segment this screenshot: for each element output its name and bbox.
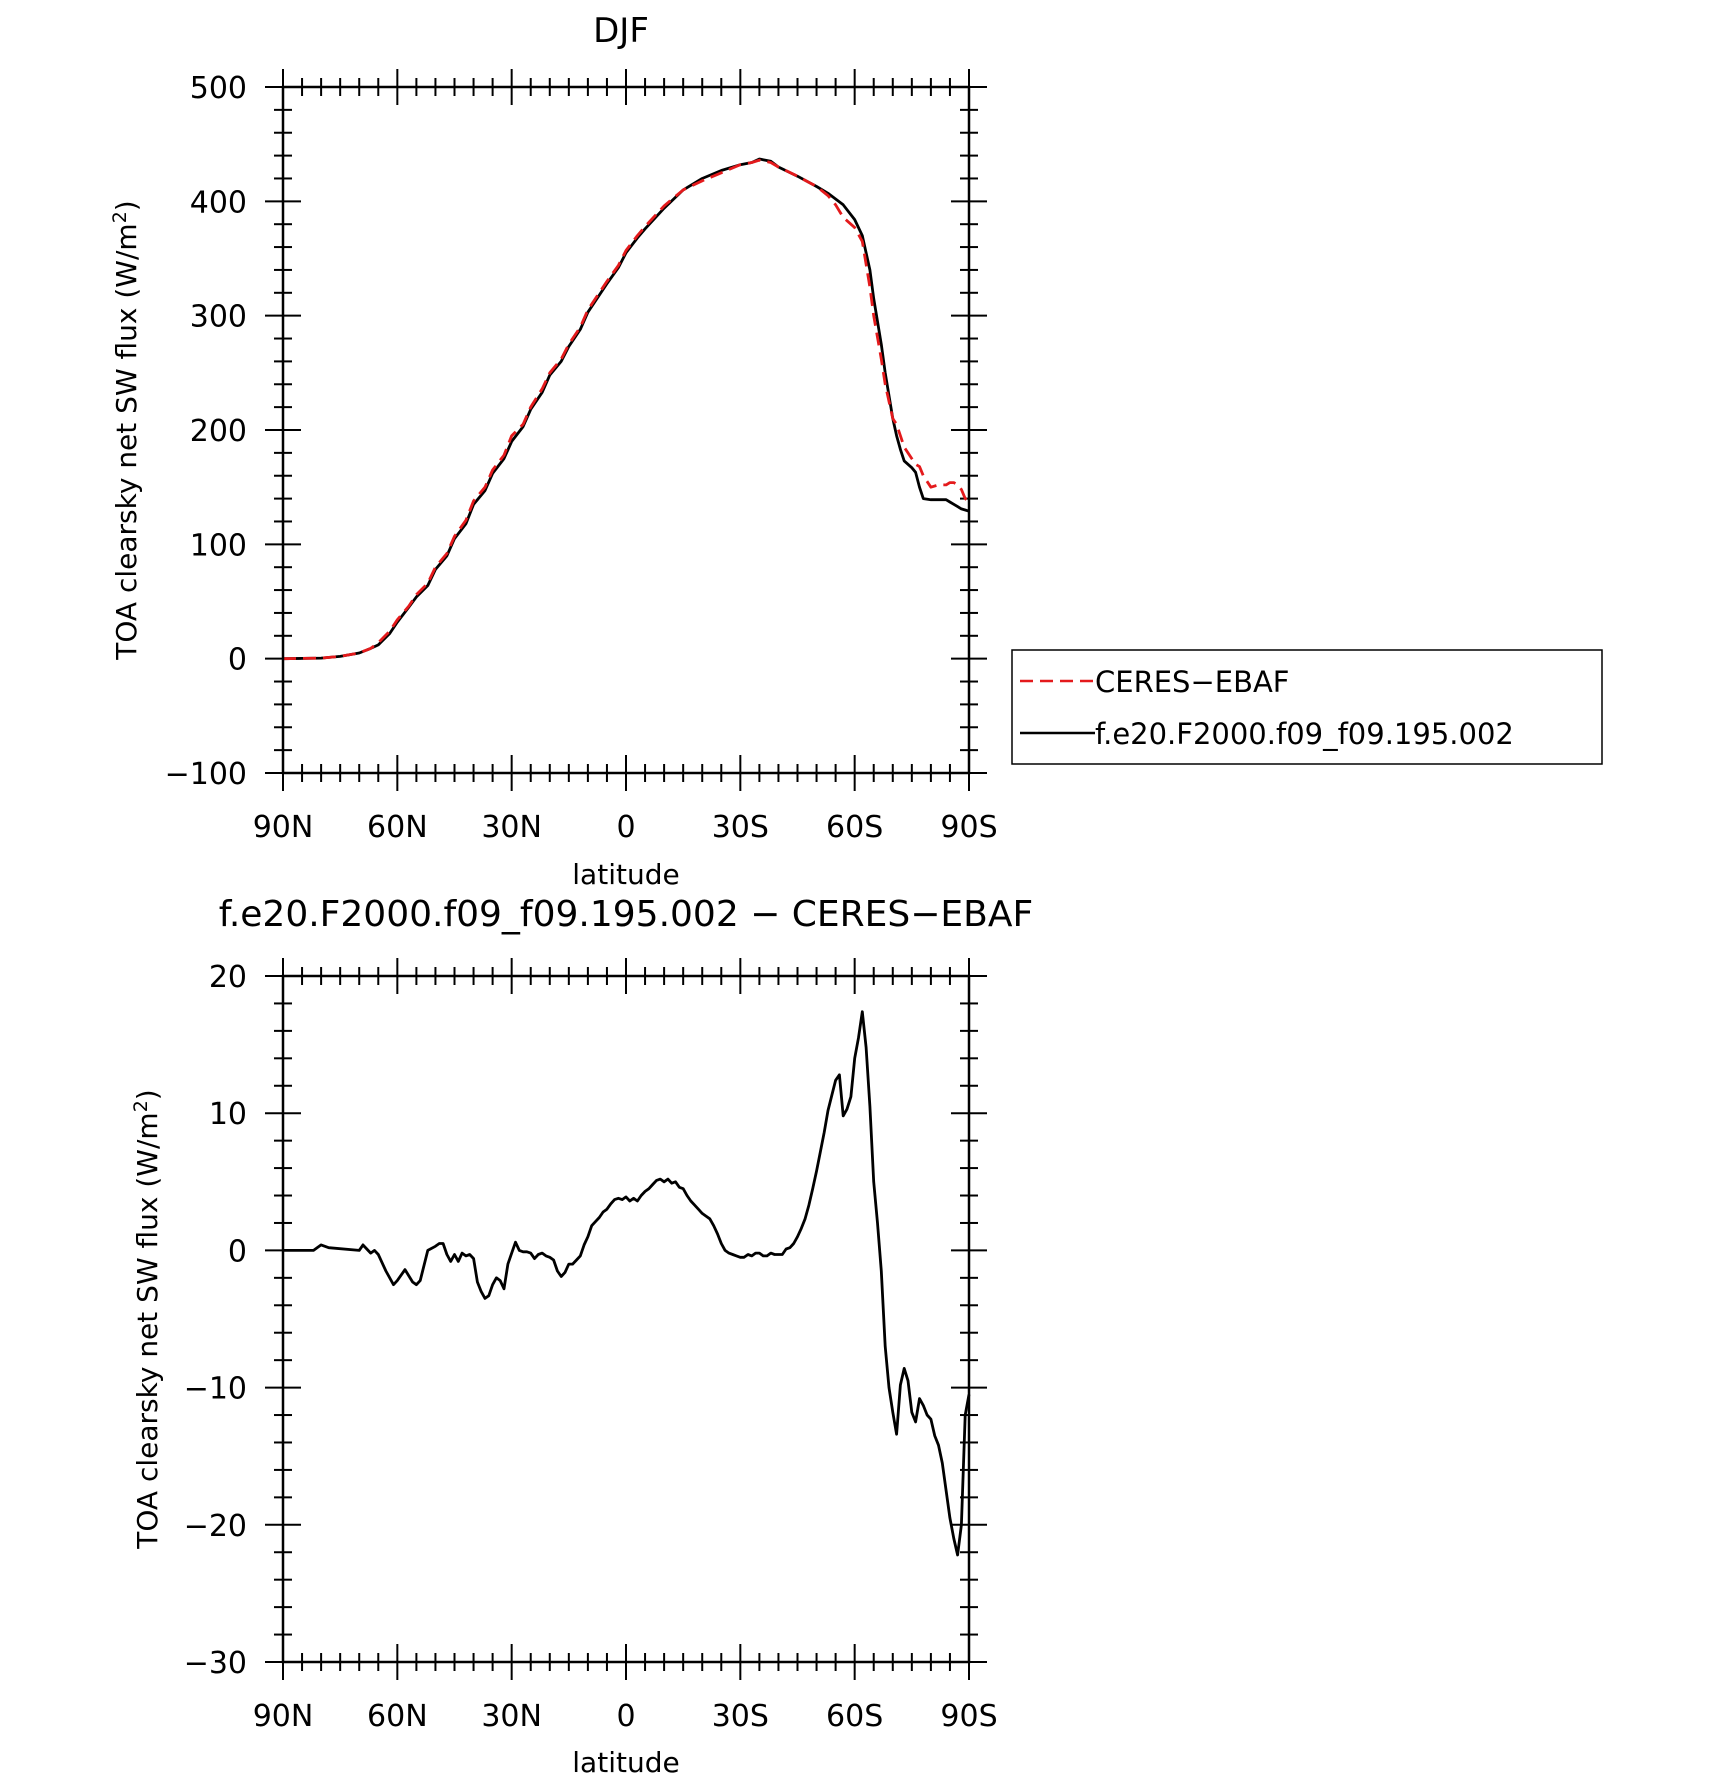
x-tick-label: 60N	[367, 1699, 428, 1734]
y-tick-label: −100	[165, 757, 247, 792]
x-tick-label: 30N	[481, 810, 542, 845]
y-axis-label-main: TOA clearsky net SW flux (W/m	[110, 223, 143, 660]
y-tick-label: −10	[184, 1372, 247, 1407]
plot-frame	[281, 974, 971, 1664]
bottom-chart: f.e20.F2000.f09_f09.195.002 − CERES−EBAF…	[130, 894, 1033, 1779]
y-tick-label: 0	[228, 643, 247, 678]
y-tick-label: 400	[190, 185, 247, 220]
y-tick-label: 100	[190, 528, 247, 563]
y-tick-label: 0	[228, 1234, 247, 1269]
tick-marks	[265, 958, 987, 1680]
x-tick-label: 30S	[712, 1699, 769, 1734]
x-tick-label: 0	[616, 810, 635, 845]
series-line-0	[283, 1010, 971, 1557]
y-axis-label-main: TOA clearsky net SW flux (W/m	[131, 1112, 164, 1549]
y-tick-label: 10	[209, 1097, 247, 1132]
tick-marks	[265, 69, 987, 791]
y-axis-label-close: )	[131, 1089, 164, 1100]
y-tick-label: 20	[209, 960, 247, 995]
chart-title: f.e20.F2000.f09_f09.195.002 − CERES−EBAF	[219, 894, 1033, 935]
y-tick-label: 500	[190, 71, 247, 106]
chart-title: DJF	[593, 11, 649, 51]
x-tick-label: 90S	[940, 810, 997, 845]
legend-label-ceres: CERES−EBAF	[1095, 665, 1290, 699]
x-tick-label: 60S	[826, 1699, 883, 1734]
x-axis-label: latitude	[572, 858, 679, 891]
plot-lines	[282, 157, 970, 661]
y-tick-label: 300	[190, 300, 247, 335]
y-tick-label: −20	[184, 1509, 247, 1544]
y-axis-label-superscript: 2	[109, 211, 131, 223]
x-tick-label: 60S	[826, 810, 883, 845]
y-axis-label: TOA clearsky net SW flux (W/m2)	[109, 200, 143, 660]
x-tick-label: 30N	[481, 1699, 542, 1734]
x-tick-label: 0	[616, 1699, 635, 1734]
x-tick-label: 90N	[253, 1699, 314, 1734]
x-tick-label: 60N	[367, 810, 428, 845]
legend-label-model: f.e20.F2000.f09_f09.195.002	[1095, 717, 1514, 751]
y-axis-label-superscript: 2	[130, 1100, 152, 1112]
x-tick-labels: 90N 60N 30N 0 30S 60S 90S	[253, 810, 998, 845]
legend: CERES−EBAF f.e20.F2000.f09_f09.195.002	[1011, 649, 1603, 765]
y-axis-label-close: )	[110, 200, 143, 211]
series-line-1	[282, 157, 970, 661]
y-tick-labels: −30 −20 −10 0 10 20	[184, 960, 247, 1681]
series-line-0	[282, 158, 970, 661]
y-tick-labels: −100 0 100 200 300 400 500	[165, 71, 247, 792]
y-tick-label: −30	[184, 1646, 247, 1681]
plot-frame	[281, 85, 971, 775]
x-axis-label: latitude	[572, 1746, 679, 1779]
y-tick-label: 200	[190, 414, 247, 449]
plot-lines	[283, 1010, 971, 1557]
x-tick-label: 90S	[940, 1699, 997, 1734]
x-tick-labels: 90N 60N 30N 0 30S 60S 90S	[253, 1699, 998, 1734]
x-tick-label: 30S	[712, 810, 769, 845]
y-axis-label: TOA clearsky net SW flux (W/m2)	[130, 1089, 164, 1549]
legend-box	[1011, 649, 1603, 765]
top-chart: DJF 90N 60N 30N 0 30S 60S 90S −100 0 100 200 300 40…	[109, 11, 1603, 891]
x-tick-label: 90N	[253, 810, 314, 845]
